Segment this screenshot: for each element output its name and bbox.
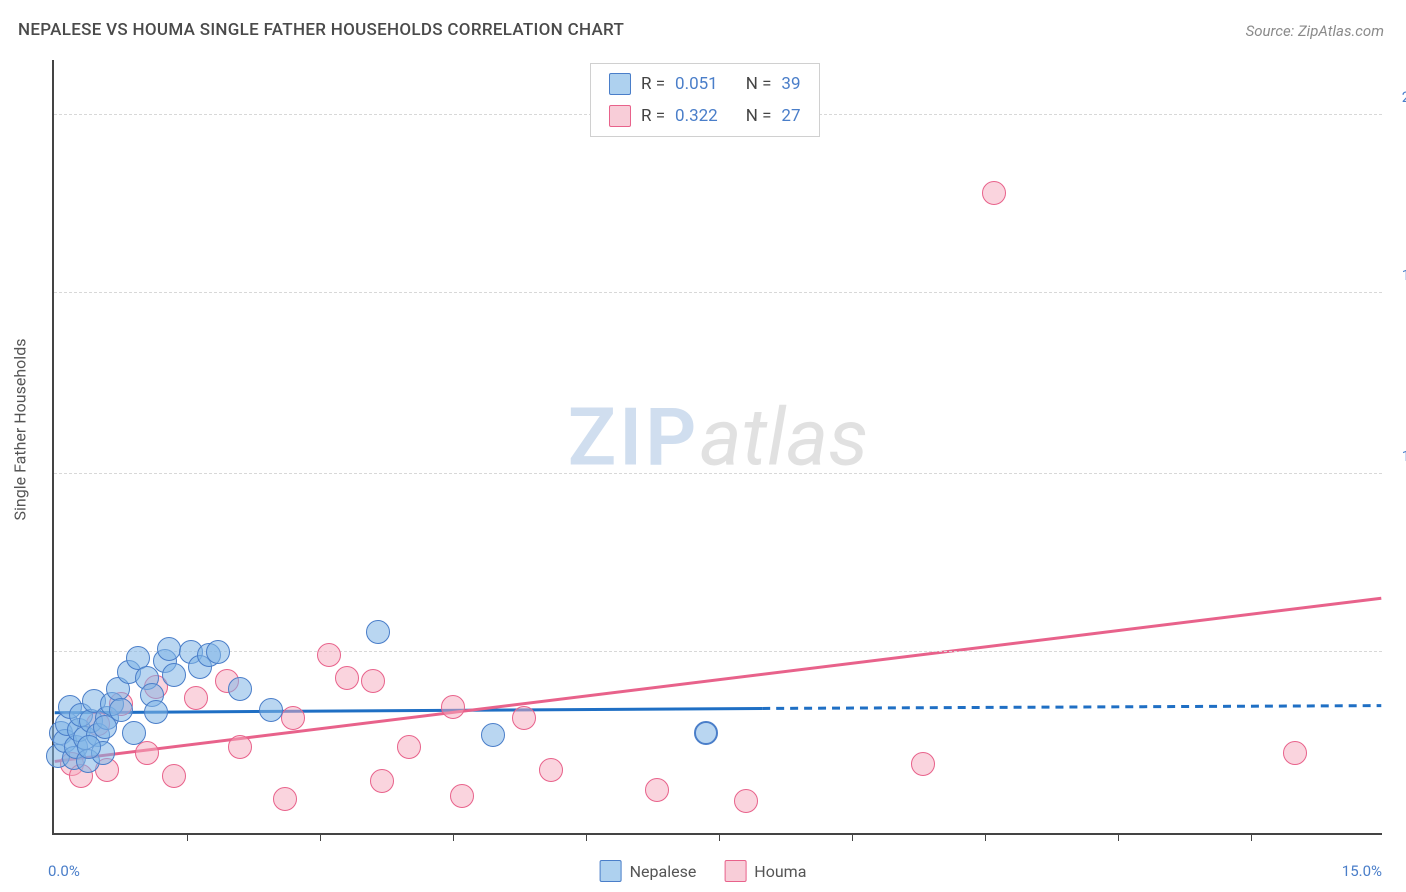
houma-point bbox=[335, 666, 359, 690]
houma-point bbox=[281, 706, 305, 730]
houma-point bbox=[734, 789, 758, 813]
watermark-atlas: atlas bbox=[699, 390, 868, 484]
legend-item: Nepalese bbox=[600, 860, 697, 882]
x-min-label: 0.0% bbox=[48, 862, 80, 880]
y-tick-label: 12.5% bbox=[1402, 447, 1406, 465]
nepalese-point bbox=[122, 721, 146, 745]
plot-area: ZIPatlas 6.3%12.5%18.8%25.0% bbox=[52, 60, 1382, 835]
n-label: N = bbox=[746, 74, 772, 94]
r-value: 0.051 bbox=[675, 74, 718, 94]
chart-title: NEPALESE VS HOUMA SINGLE FATHER HOUSEHOL… bbox=[18, 20, 624, 40]
houma-point bbox=[370, 769, 394, 793]
legend-swatch-icon bbox=[724, 860, 746, 882]
series-legend: Nepalese Houma bbox=[600, 860, 807, 882]
watermark-zip: ZIP bbox=[568, 390, 700, 484]
houma-point bbox=[1283, 741, 1307, 765]
houma-point bbox=[450, 784, 474, 808]
x-tick bbox=[1118, 833, 1119, 841]
source-label: Source: ZipAtlas.com bbox=[1246, 22, 1384, 40]
houma-point bbox=[228, 735, 252, 759]
y-axis-label: Single Father Households bbox=[11, 339, 30, 521]
nepalese-point bbox=[77, 735, 101, 759]
houma-point bbox=[397, 735, 421, 759]
y-tick-label: 25.0% bbox=[1402, 88, 1406, 106]
houma-point bbox=[135, 741, 159, 765]
watermark: ZIPatlas bbox=[568, 390, 868, 484]
houma-point bbox=[911, 752, 935, 776]
gridline bbox=[54, 292, 1382, 293]
houma-point bbox=[361, 669, 385, 693]
nepalese-point bbox=[93, 715, 117, 739]
correlation-legend-row: R = 0.322 N = 27 bbox=[591, 100, 819, 132]
legend-item: Houma bbox=[724, 860, 806, 882]
nepalese-point bbox=[259, 698, 283, 722]
y-tick-label: 18.8% bbox=[1402, 266, 1406, 284]
nepalese-point bbox=[481, 723, 505, 747]
houma-point bbox=[162, 764, 186, 788]
gridline bbox=[54, 651, 1382, 652]
nepalese-point bbox=[694, 721, 718, 745]
x-tick bbox=[985, 833, 986, 841]
trend-lines bbox=[54, 60, 1382, 833]
legend-label: Houma bbox=[754, 862, 806, 881]
legend-swatch-icon bbox=[600, 860, 622, 882]
x-tick bbox=[852, 833, 853, 841]
nepalese-point bbox=[366, 620, 390, 644]
correlation-legend: R = 0.051 N = 39 R = 0.322 N = 27 bbox=[590, 63, 820, 137]
legend-label: Nepalese bbox=[630, 862, 697, 881]
houma-point bbox=[539, 758, 563, 782]
r-label: R = bbox=[641, 74, 665, 94]
nepalese-point bbox=[206, 640, 230, 664]
n-value: 27 bbox=[781, 106, 800, 126]
n-label: N = bbox=[746, 106, 772, 126]
houma-point bbox=[512, 706, 536, 730]
correlation-legend-row: R = 0.051 N = 39 bbox=[591, 68, 819, 100]
nepalese-point bbox=[157, 637, 181, 661]
n-value: 39 bbox=[781, 74, 800, 94]
gridline bbox=[54, 473, 1382, 474]
x-max-label: 15.0% bbox=[1342, 862, 1382, 880]
houma-point bbox=[317, 643, 341, 667]
houma-point bbox=[273, 787, 297, 811]
x-tick bbox=[453, 833, 454, 841]
r-label: R = bbox=[641, 106, 665, 126]
houma-point bbox=[645, 778, 669, 802]
nepalese-point bbox=[162, 663, 186, 687]
x-tick bbox=[320, 833, 321, 841]
nepalese-point bbox=[228, 677, 252, 701]
legend-swatch-icon bbox=[609, 105, 631, 127]
houma-point bbox=[441, 695, 465, 719]
x-tick bbox=[586, 833, 587, 841]
x-tick bbox=[719, 833, 720, 841]
houma-point bbox=[982, 181, 1006, 205]
houma-point bbox=[184, 686, 208, 710]
x-tick bbox=[1251, 833, 1252, 841]
legend-swatch-icon bbox=[609, 73, 631, 95]
nepalese-point bbox=[144, 700, 168, 724]
x-tick bbox=[187, 833, 188, 841]
r-value: 0.322 bbox=[675, 106, 718, 126]
